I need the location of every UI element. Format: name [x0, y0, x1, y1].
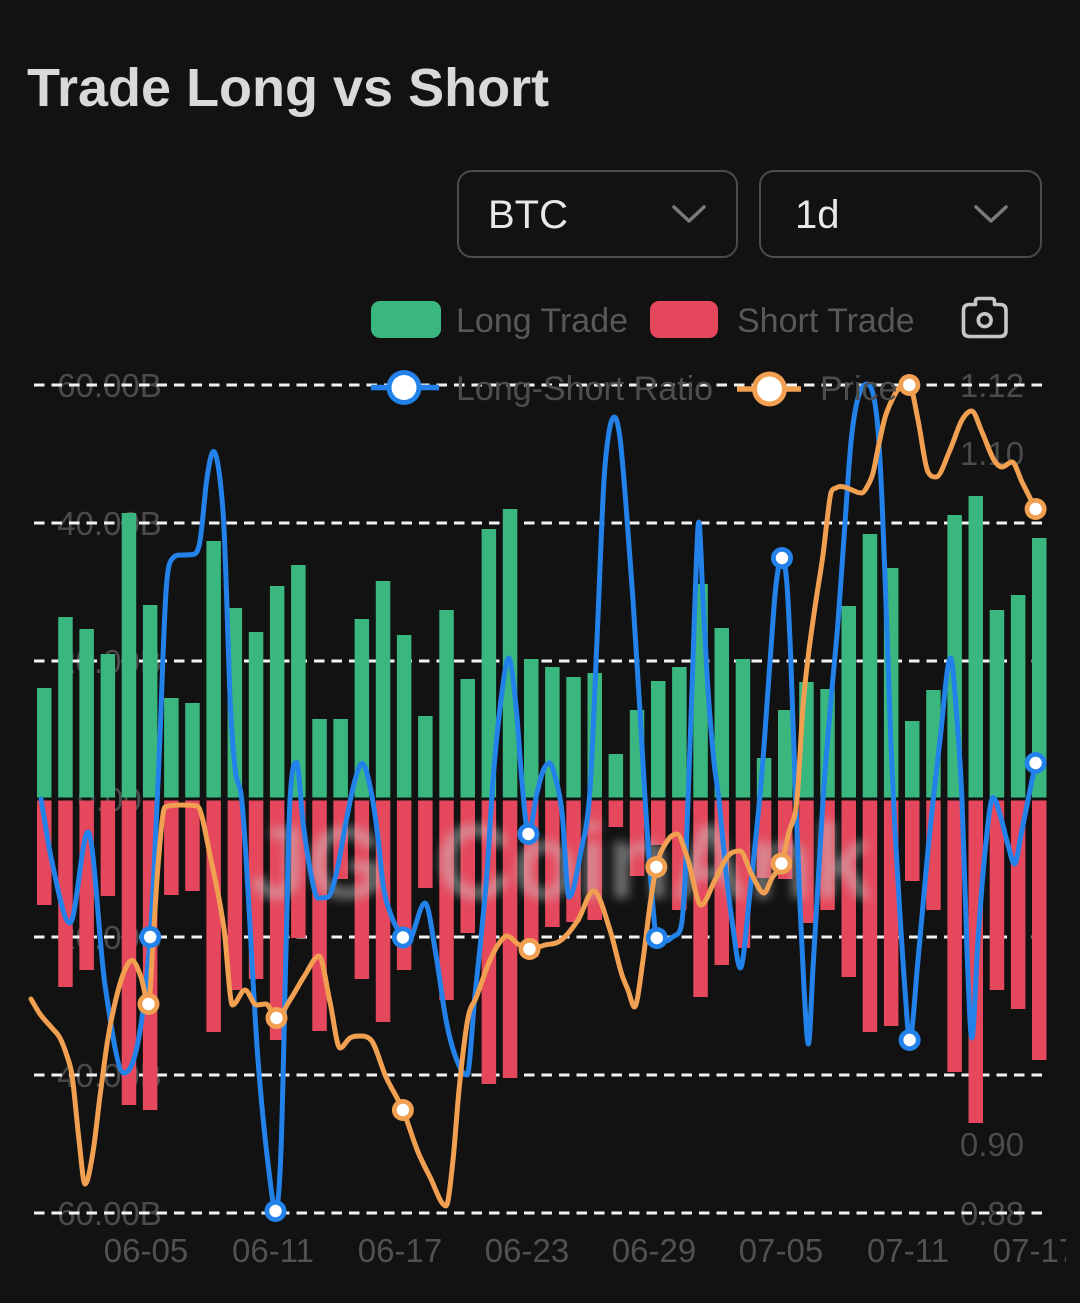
svg-text:1d: 1d: [795, 193, 840, 237]
svg-text:06-23: 06-23: [485, 1232, 569, 1269]
svg-text:Short Trade: Short Trade: [737, 302, 915, 340]
svg-text:Long-Short Ratio: Long-Short Ratio: [456, 370, 713, 408]
svg-text:06-05: 06-05: [104, 1232, 188, 1269]
svg-text:07-11: 07-11: [867, 1232, 949, 1269]
svg-text:Trade Long vs Short: Trade Long vs Short: [27, 58, 549, 118]
svg-text:0.90: 0.90: [960, 1126, 1024, 1163]
svg-text:JG: JG: [250, 806, 386, 920]
svg-text:06-17: 06-17: [358, 1232, 442, 1269]
svg-text:07-05: 07-05: [739, 1232, 823, 1269]
svg-text:06-29: 06-29: [612, 1232, 696, 1269]
svg-text:Price: Price: [820, 370, 897, 408]
svg-text:07-17: 07-17: [993, 1232, 1077, 1269]
svg-text:BTC: BTC: [488, 193, 568, 237]
svg-text:06-11: 06-11: [232, 1232, 314, 1269]
svg-text:Long Trade: Long Trade: [456, 302, 628, 340]
